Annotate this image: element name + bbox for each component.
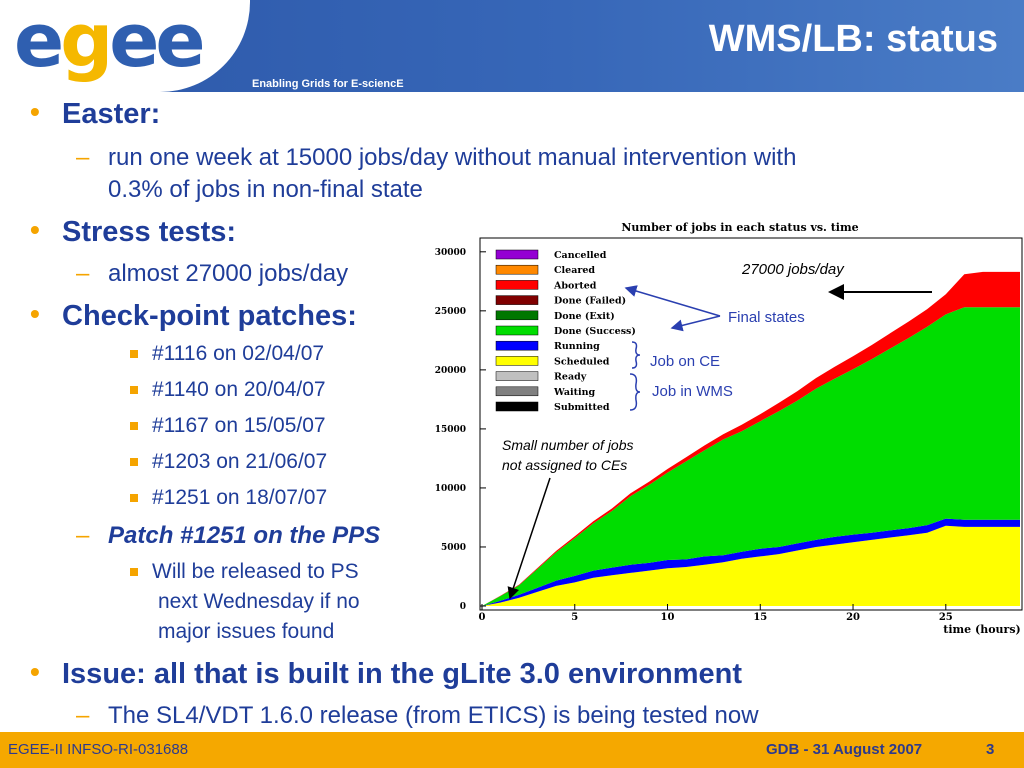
arrow-small-number bbox=[507, 477, 551, 600]
square-bullet-icon bbox=[130, 422, 138, 430]
easter-text-line2: 0.3% of jobs in non-final state bbox=[108, 176, 423, 203]
pps-text-line2: next Wednesday if no bbox=[158, 590, 360, 613]
square-bullet-icon bbox=[130, 568, 138, 576]
bullet-icon: • bbox=[30, 96, 40, 127]
legend-swatch bbox=[495, 310, 539, 321]
axes: 0 5000 10000 15000 20000 25000 30000 0 5 10 15 20 25 bbox=[435, 248, 953, 623]
patch-item: #1140 on 20/04/07 bbox=[152, 378, 326, 401]
pps-text-line1: Will be released to PS bbox=[152, 560, 359, 583]
annotation-small-number-line1: Small number of jobs bbox=[502, 437, 634, 453]
stress-heading: Stress tests: bbox=[62, 216, 237, 248]
area-scheduled bbox=[482, 525, 1020, 606]
square-bullet-icon bbox=[130, 386, 138, 394]
dash-icon: – bbox=[76, 260, 90, 287]
area-done-success bbox=[482, 307, 1020, 606]
legend-swatch bbox=[495, 264, 539, 275]
egee-logo-text: egee bbox=[14, 0, 206, 84]
legend-label: Aborted bbox=[553, 280, 597, 291]
square-bullet-icon bbox=[130, 458, 138, 466]
brace-job-on-ce bbox=[631, 341, 641, 369]
y-tick-label: 0 bbox=[460, 602, 466, 612]
pps-heading: Patch #1251 on the PPS bbox=[108, 522, 381, 549]
y-tick-label: 25000 bbox=[435, 307, 466, 317]
annotation-job-in-wms: Job in WMS bbox=[652, 383, 733, 400]
annotation-job-on-ce: Job on CE bbox=[650, 353, 720, 370]
x-axis-label: time (hours) bbox=[943, 623, 1020, 636]
annotation-final-states: Final states bbox=[728, 309, 805, 326]
legend-label: Cancelled bbox=[554, 250, 607, 261]
y-tick-label: 30000 bbox=[435, 248, 466, 258]
egee-logo: egee bbox=[0, 0, 250, 92]
legend: Cancelled Cleared Aborted Done (Failed) Done… bbox=[495, 249, 636, 413]
stress-text: almost 27000 jobs/day bbox=[108, 260, 349, 287]
legend-swatch bbox=[495, 340, 539, 351]
x-tick-label: 15 bbox=[753, 612, 767, 623]
bullet-icon: • bbox=[30, 656, 40, 687]
x-tick-label: 10 bbox=[661, 612, 675, 623]
issue-heading: Issue: all that is built in the gLite 3.… bbox=[62, 658, 742, 690]
easter-text-line1: run one week at 15000 jobs/day without m… bbox=[108, 144, 797, 171]
dash-icon: – bbox=[76, 702, 90, 729]
legend-label: Done (Exit) bbox=[554, 311, 615, 322]
square-bullet-icon bbox=[130, 350, 138, 358]
area-series bbox=[482, 271, 1020, 606]
slide-header: egee Enabling Grids for E-sciencE WMS/LB… bbox=[0, 0, 1024, 92]
dash-icon: – bbox=[76, 144, 90, 171]
legend-swatch bbox=[495, 249, 539, 260]
x-tick-label: 5 bbox=[571, 612, 578, 623]
x-tick-label: 0 bbox=[479, 612, 486, 623]
brace-job-in-wms bbox=[629, 373, 641, 411]
slide-footer: EGEE-II INFSO-RI-031688 GDB - 31 August … bbox=[0, 732, 1024, 768]
arrow-final-states-2 bbox=[670, 315, 721, 332]
y-tick-label: 15000 bbox=[435, 425, 466, 435]
legend-label: Scheduled bbox=[554, 356, 610, 367]
patch-item: #1251 on 18/07/07 bbox=[152, 486, 328, 509]
jobs-status-chart: Number of jobs in each status vs. time j… bbox=[420, 185, 1024, 638]
checkpoint-heading: Check-point patches: bbox=[62, 300, 357, 332]
patch-item: #1203 on 21/06/07 bbox=[152, 450, 328, 473]
legend-label: Submitted bbox=[554, 402, 610, 413]
tagline: Enabling Grids for E-sciencE bbox=[252, 78, 404, 90]
footer-event: GDB - 31 August 2007 bbox=[766, 741, 923, 758]
legend-swatch bbox=[495, 356, 539, 366]
legend-swatch bbox=[495, 280, 539, 290]
slide-body: • Easter: – run one week at 15000 jobs/d… bbox=[0, 92, 1024, 732]
patch-item: #1167 on 15/05/07 bbox=[152, 414, 326, 437]
page-number: 3 bbox=[986, 741, 995, 758]
x-tick-label: 25 bbox=[939, 612, 953, 623]
footer-project-id: EGEE-II INFSO-RI-031688 bbox=[8, 741, 189, 758]
slide-title: WMS/LB: status bbox=[708, 18, 998, 60]
bullet-icon: • bbox=[30, 214, 40, 245]
easter-heading: Easter: bbox=[62, 98, 161, 130]
chart-title: Number of jobs in each status vs. time bbox=[621, 221, 858, 234]
issue-text: The SL4/VDT 1.6.0 release (from ETICS) i… bbox=[108, 702, 759, 729]
arrow-final-states-1 bbox=[624, 285, 721, 317]
annotation-jobs-per-day: 27000 jobs/day bbox=[741, 261, 845, 278]
legend-label: Running bbox=[554, 341, 600, 352]
bullet-icon: • bbox=[30, 298, 40, 329]
legend-label: Done (Failed) bbox=[554, 296, 626, 307]
dash-icon: – bbox=[76, 522, 90, 549]
chart-svg: Number of jobs in each status vs. time j… bbox=[430, 185, 1023, 636]
x-tick-label: 20 bbox=[846, 612, 860, 623]
legend-label: Waiting bbox=[553, 387, 596, 398]
legend-label: Done (Success) bbox=[554, 326, 636, 337]
patch-item: #1116 on 02/04/07 bbox=[152, 342, 325, 365]
annotations: 27000 jobs/day Final states Job on CE Job i… bbox=[502, 261, 932, 600]
legend-label: Cleared bbox=[554, 265, 595, 276]
legend-label: Ready bbox=[554, 372, 587, 383]
y-tick-label: 10000 bbox=[435, 484, 466, 494]
legend-swatch bbox=[495, 325, 539, 336]
legend-swatch bbox=[495, 401, 539, 412]
legend-swatch bbox=[495, 295, 539, 305]
y-tick-label: 20000 bbox=[435, 366, 466, 376]
legend-swatch bbox=[495, 386, 539, 397]
square-bullet-icon bbox=[130, 494, 138, 502]
pps-text-line3: major issues found bbox=[158, 620, 335, 643]
y-tick-label: 5000 bbox=[441, 543, 466, 553]
annotation-small-number-line2: not assigned to CEs bbox=[502, 457, 627, 473]
legend-swatch bbox=[495, 371, 539, 381]
area-aborted bbox=[482, 271, 1020, 606]
